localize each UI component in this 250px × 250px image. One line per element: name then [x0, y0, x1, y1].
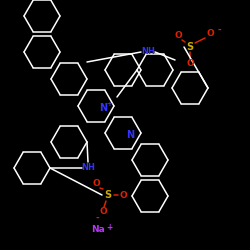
Text: NH: NH: [81, 164, 95, 172]
Text: -: -: [95, 214, 99, 222]
Text: NH: NH: [141, 48, 155, 56]
Text: S: S: [104, 190, 112, 200]
Text: -: -: [217, 26, 221, 35]
Text: N: N: [126, 130, 134, 140]
Text: O: O: [186, 58, 194, 68]
Text: O: O: [99, 206, 107, 216]
Text: +: +: [106, 222, 112, 232]
Text: O: O: [92, 180, 100, 188]
Text: O: O: [119, 190, 127, 200]
Text: S: S: [186, 42, 194, 52]
Text: O: O: [206, 30, 214, 38]
Text: O: O: [174, 32, 182, 40]
Text: +: +: [106, 101, 112, 107]
Text: N: N: [99, 103, 107, 113]
Text: Na: Na: [91, 226, 105, 234]
